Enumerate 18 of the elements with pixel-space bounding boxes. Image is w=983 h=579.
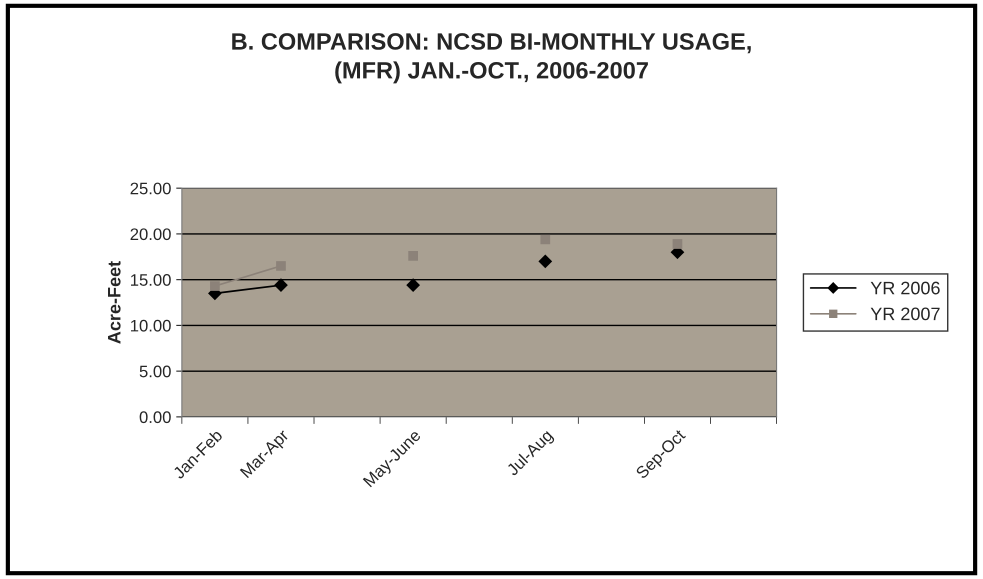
y-tick-label: 20.00 xyxy=(130,228,171,240)
chart-title: B. COMPARISON: NCSD BI-MONTHLY USAGE, (MFR) JAN.-OCT., 2006-2007 xyxy=(232,33,751,84)
y-tick-label: 5.00 xyxy=(140,366,171,378)
y-axis-title: Acre-Feet xyxy=(108,261,121,344)
point xyxy=(210,281,220,291)
y-tick-label: 25.00 xyxy=(130,182,171,194)
legend-label: YR 2006 xyxy=(870,282,940,294)
point xyxy=(540,234,550,244)
y-tick-label: 0.00 xyxy=(140,411,171,424)
point xyxy=(672,239,682,249)
point xyxy=(538,254,552,268)
y-tick-label: 15.00 xyxy=(131,274,171,286)
legend-label: YR 2007 xyxy=(870,308,940,320)
point xyxy=(406,278,420,292)
y-tick-label: 10.00 xyxy=(131,320,171,332)
point xyxy=(274,278,288,292)
point xyxy=(276,261,286,271)
point xyxy=(408,251,418,261)
